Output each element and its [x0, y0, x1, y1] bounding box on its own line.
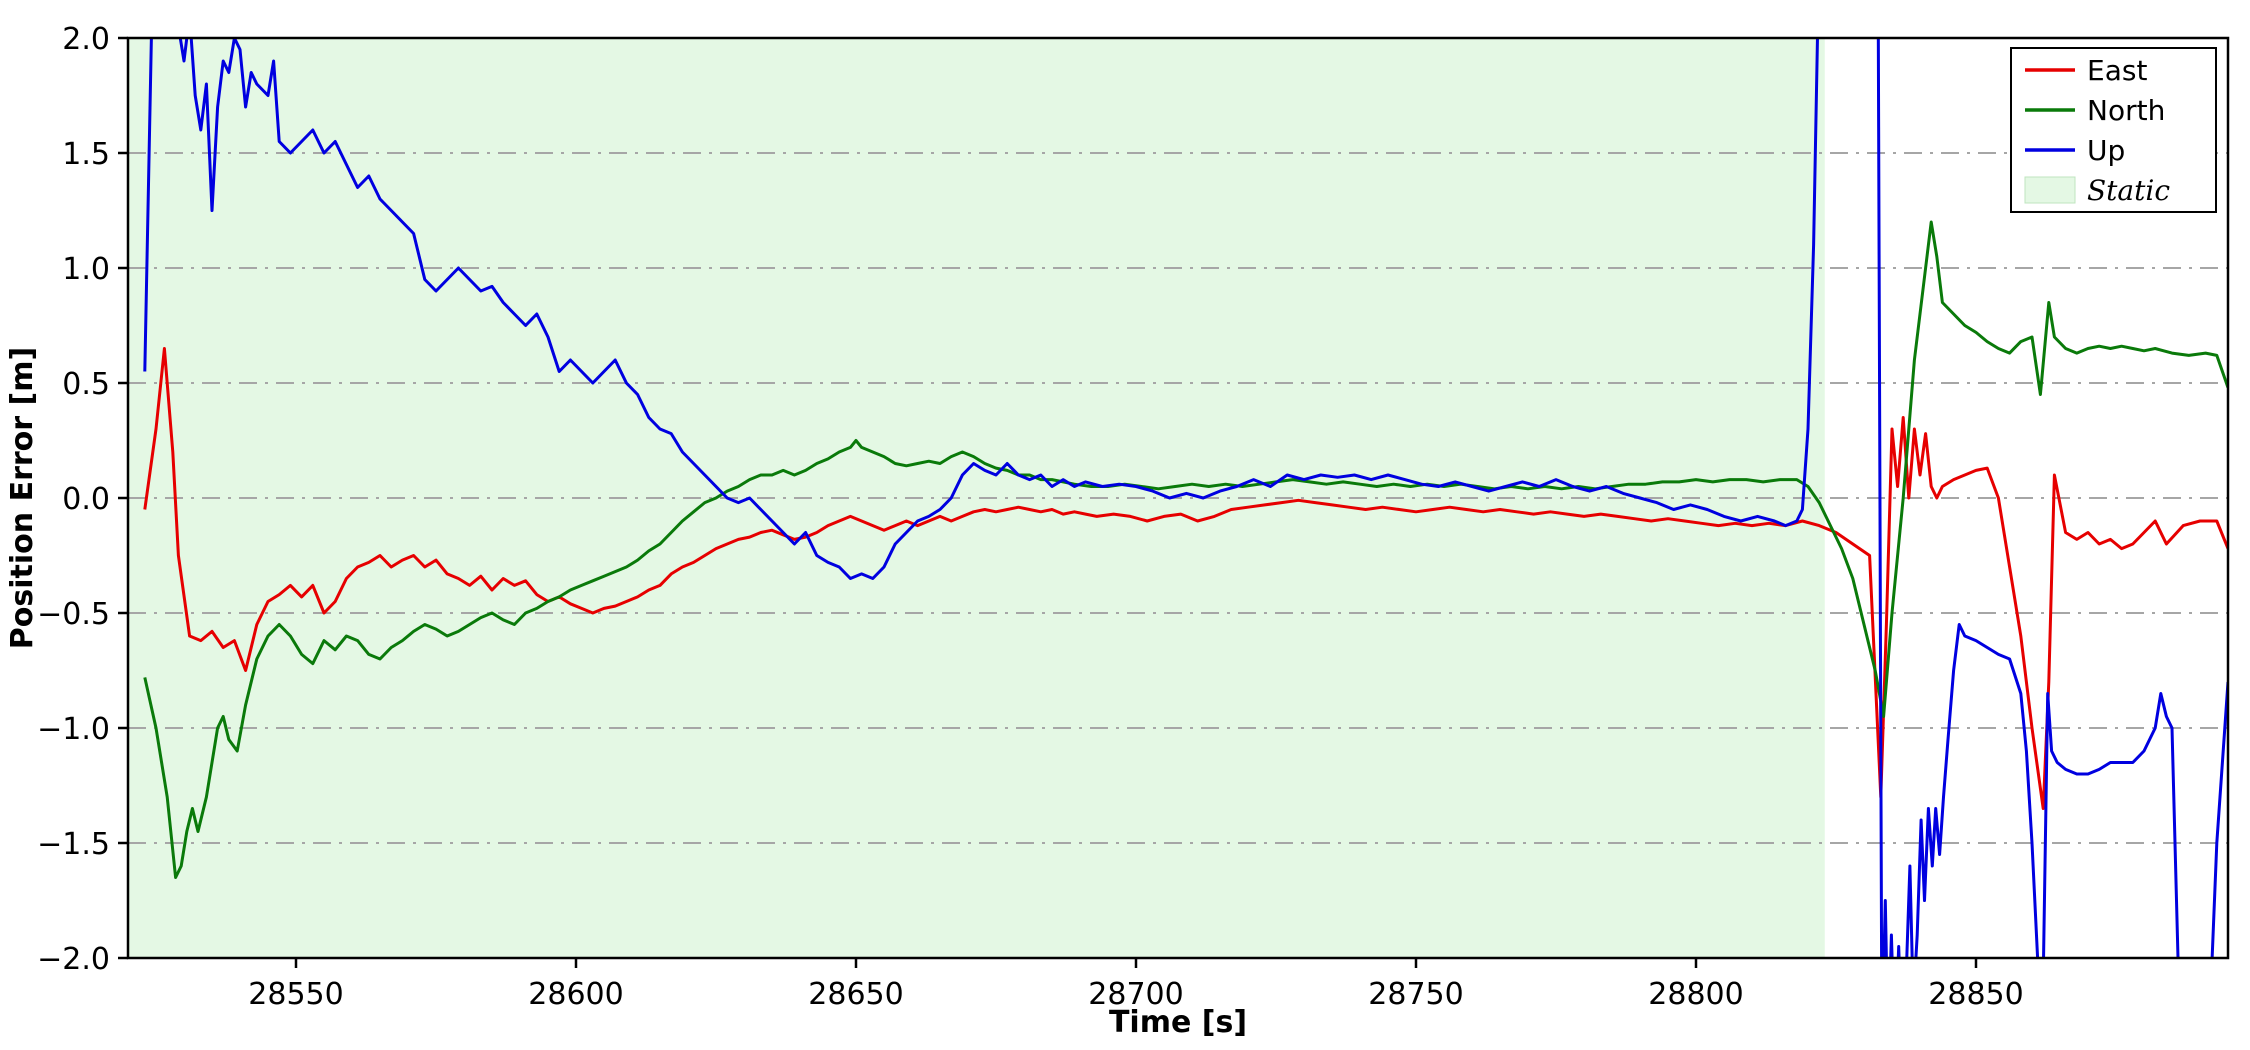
- legend: East North Up Static: [2010, 47, 2217, 213]
- x-tick-label: 28550: [248, 977, 343, 1012]
- y-axis-label: Position Error [m]: [5, 347, 40, 649]
- x-axis-label: Time [s]: [1109, 1005, 1247, 1040]
- y-tick-label: −0.5: [37, 597, 110, 632]
- x-tick-label: 28800: [1648, 977, 1743, 1012]
- y-tick-label: 0.0: [62, 482, 110, 517]
- legend-label-static: Static: [2087, 174, 2170, 207]
- legend-swatch-static: [2024, 176, 2076, 204]
- legend-label-east: East: [2087, 54, 2147, 87]
- x-tick-label: 28750: [1368, 977, 1463, 1012]
- series-up-line: [143, 38, 2228, 958]
- legend-label-north: North: [2087, 94, 2165, 127]
- x-tick-label: 28650: [808, 977, 903, 1012]
- y-tick-label: 1.5: [62, 137, 110, 172]
- x-tick-label: 28850: [1928, 977, 2023, 1012]
- y-tick-label: 0.5: [62, 367, 110, 402]
- y-tick-label: −1.0: [37, 712, 110, 747]
- y-tick-label: −1.5: [37, 827, 110, 862]
- y-tick-label: 1.0: [62, 252, 110, 287]
- x-tick-label: 28600: [528, 977, 623, 1012]
- series-east-line: [143, 347, 2228, 810]
- y-tick-label: 2.0: [62, 22, 110, 57]
- static-region: [128, 38, 1825, 958]
- x-tick-label: 28700: [1088, 977, 1183, 1012]
- legend-label-up: Up: [2087, 134, 2125, 167]
- y-tick-label: −2.0: [37, 942, 110, 977]
